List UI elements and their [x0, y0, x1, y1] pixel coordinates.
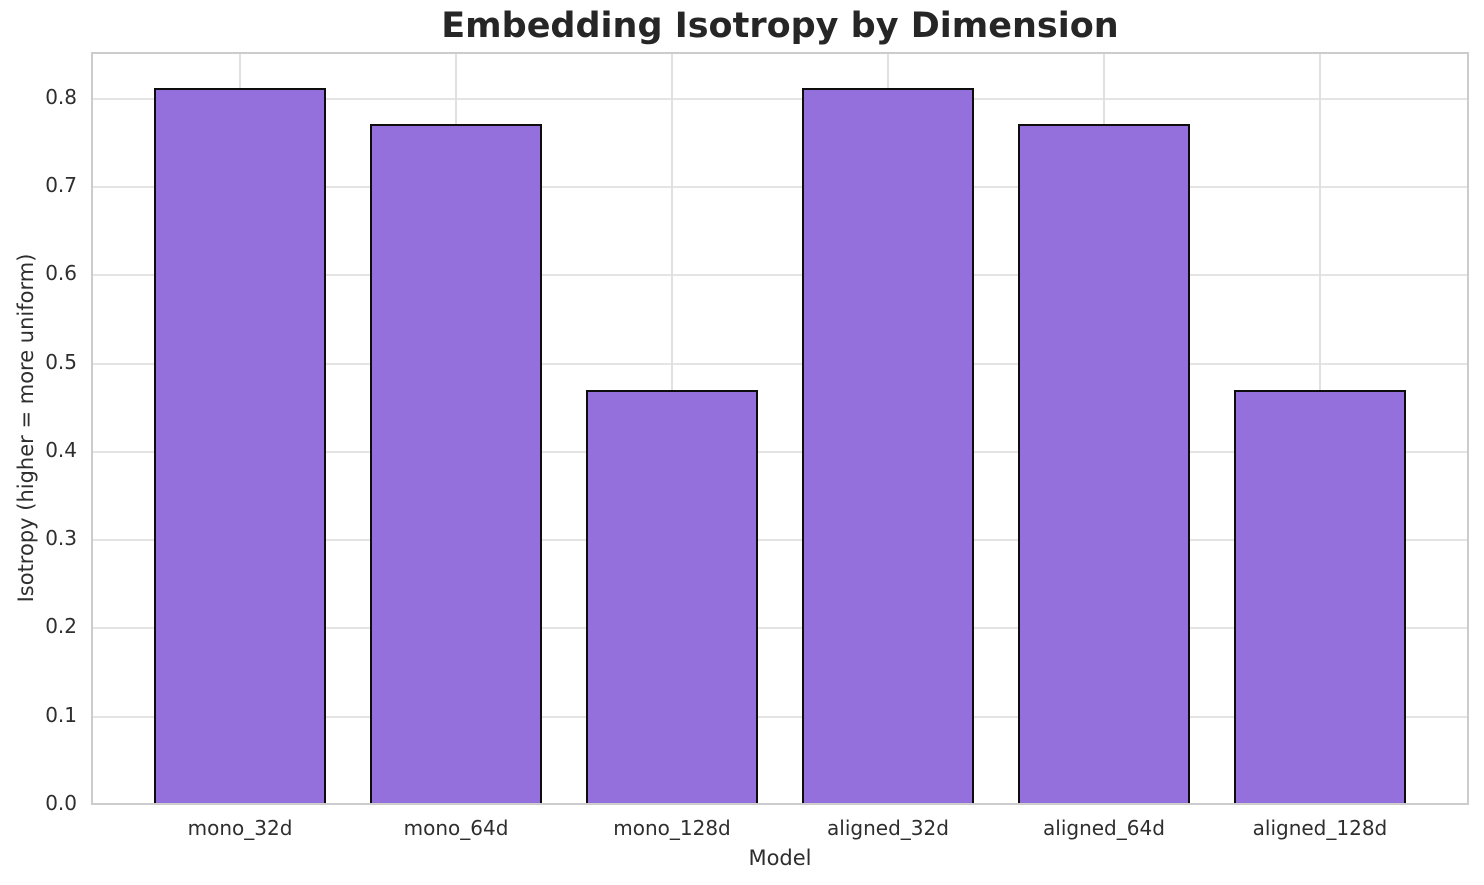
x-tick-label: aligned_128d	[1252, 816, 1388, 840]
y-gridline	[91, 186, 1469, 189]
bar	[1017, 123, 1191, 805]
bar	[585, 390, 759, 805]
y-tick-label: 0.4	[45, 437, 77, 462]
x-tick-label: aligned_32d	[827, 816, 949, 840]
chart-title: Embedding Isotropy by Dimension	[441, 6, 1119, 46]
bar	[801, 88, 975, 805]
y-tick-label: 0.6	[45, 261, 77, 286]
y-gridline	[91, 627, 1469, 630]
y-gridline	[91, 539, 1469, 542]
y-tick-label: 0.1	[45, 702, 77, 727]
y-tick-label: 0.2	[45, 614, 77, 639]
y-gridline	[91, 450, 1469, 453]
y-gridline	[91, 715, 1469, 718]
y-tick-label: 0.3	[45, 526, 77, 551]
x-tick-label: mono_128d	[613, 816, 731, 840]
x-tick-label: aligned_64d	[1043, 816, 1165, 840]
x-tick-label: mono_32d	[187, 816, 293, 840]
x-axis-label: Model	[748, 846, 812, 870]
y-tick-label: 0.0	[45, 791, 77, 815]
y-gridline	[91, 274, 1469, 277]
bar	[153, 88, 327, 805]
bar	[1233, 390, 1407, 805]
y-tick-label: 0.5	[45, 349, 77, 374]
x-tick-label: mono_64d	[403, 816, 509, 840]
y-gridline	[91, 362, 1469, 365]
y-gridline	[91, 97, 1469, 100]
bar	[369, 123, 543, 805]
y-tick-label: 0.8	[45, 84, 77, 109]
y-tick-label: 0.7	[45, 173, 77, 198]
